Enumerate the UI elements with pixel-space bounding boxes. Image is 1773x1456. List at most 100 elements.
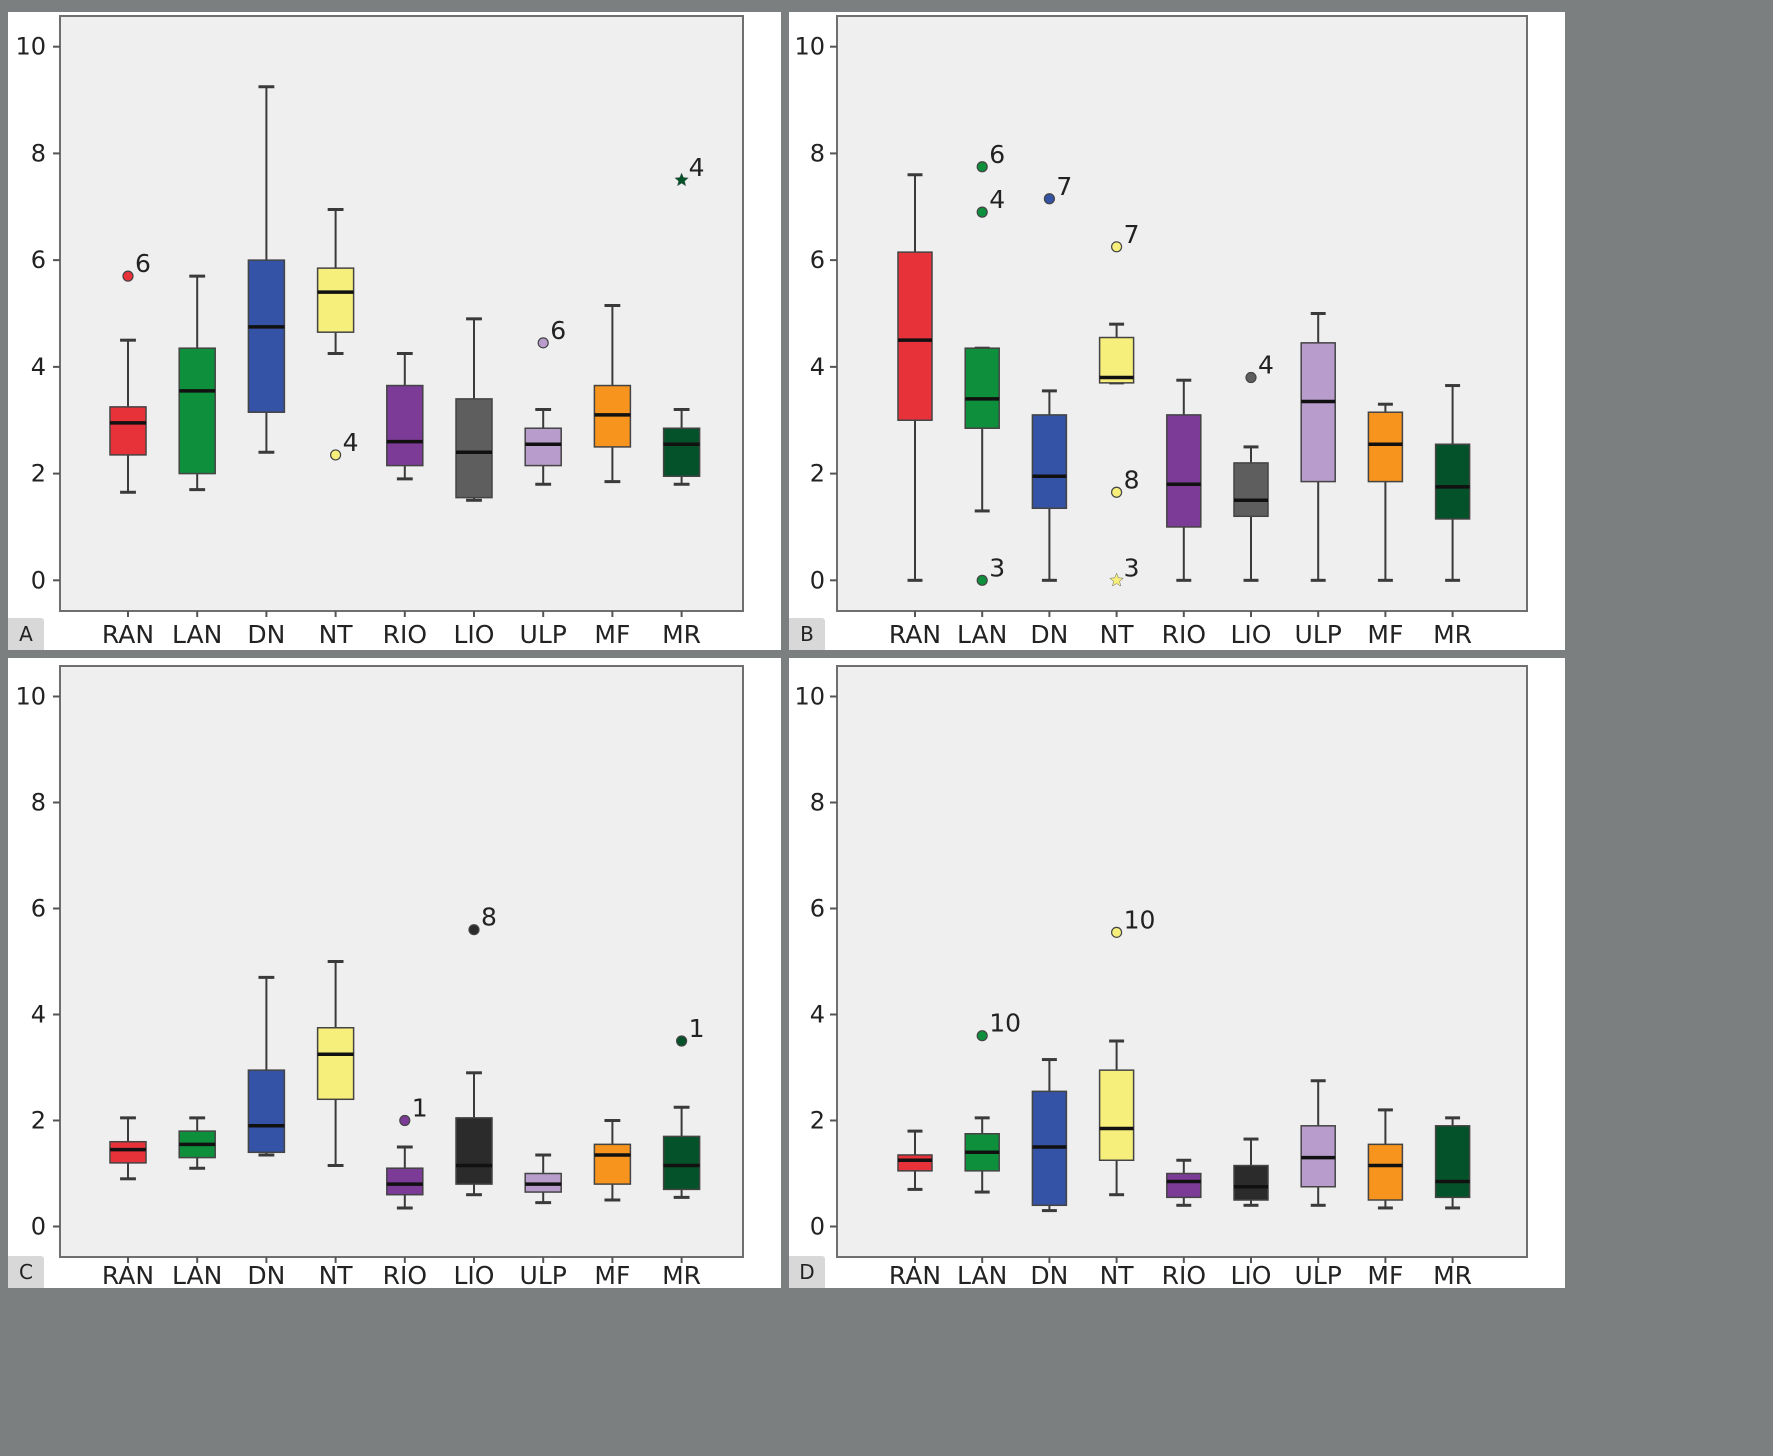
outlier-point (330, 449, 342, 461)
category-label: DN (1030, 620, 1068, 649)
outlier-point (1245, 371, 1257, 384)
category-label: ULP (520, 620, 567, 649)
category-label: LAN (957, 1261, 1007, 1288)
outlier-label: 4 (343, 428, 359, 457)
outlier-label: 1 (412, 1094, 428, 1123)
category-label: LIO (454, 1261, 495, 1288)
y-tick-label: 4 (31, 1001, 46, 1029)
outlier-label: 8 (1124, 465, 1140, 494)
category-label: DN (247, 1261, 285, 1288)
box-iqr (1233, 1164, 1269, 1201)
y-tick-label: 4 (810, 1001, 825, 1029)
box-iqr (1031, 414, 1068, 510)
box-mf (1367, 1108, 1404, 1210)
boxplot-b: 0 2 4 6 8 10 RAN LAN DN NT RIO LIO ULP MF MR 6 4 3 7 7 8 3 4 (794, 15, 1528, 649)
category-label: RAN (102, 1261, 154, 1288)
outlier-label: 4 (1258, 351, 1274, 380)
box-dn (1031, 389, 1068, 582)
box-ulp (1300, 1079, 1336, 1207)
box-ran (897, 1129, 933, 1191)
category-label: LAN (172, 1261, 222, 1288)
panel-d: 0 2 4 6 8 10 RAN LAN DN NT RIO LIO ULP MF MR 10 10 D (789, 658, 1565, 1288)
outlier-point (1111, 486, 1123, 498)
plot-area (59, 15, 744, 612)
category-label: RAN (889, 620, 941, 649)
y-tick-label: 0 (31, 566, 46, 594)
box-nt (316, 960, 355, 1168)
outlier-point (675, 1035, 688, 1047)
box-lan (964, 1116, 1000, 1194)
category-label: RAN (102, 620, 154, 649)
y-tick-label: 2 (31, 460, 46, 488)
box-iqr (662, 1135, 701, 1191)
category-label: LAN (172, 620, 222, 649)
box-mr (662, 408, 701, 486)
box-iqr (1434, 1125, 1471, 1199)
y-tick-label: 10 (15, 33, 46, 61)
category-label: RIO (383, 1261, 427, 1288)
box-ulp (524, 408, 562, 486)
category-label: RIO (383, 620, 427, 649)
box-rio (386, 352, 424, 481)
box-ran (109, 338, 147, 494)
boxplot-c: 0 2 4 6 8 10 RAN LAN DN NT RIO LIO ULP MF MR 1 8 1 (15, 665, 744, 1288)
outlier-label: 6 (135, 249, 151, 278)
box-iqr (897, 251, 933, 421)
box-mr (662, 1105, 701, 1199)
box-nt (1098, 1039, 1135, 1197)
boxplot-a: 0 2 4 6 8 10 RAN LAN DN NT RIO LIO ULP MF MR 6 4 6 4 (15, 15, 744, 649)
box-rio (386, 1145, 424, 1210)
box-iqr (1166, 1172, 1202, 1199)
y-tick-label: 2 (810, 1107, 825, 1135)
box-mr (1434, 1116, 1471, 1210)
box-nt (1098, 322, 1135, 385)
box-iqr (1098, 336, 1135, 384)
box-iqr (1098, 1069, 1135, 1161)
category-label: RIO (1162, 620, 1206, 649)
category-label: LIO (454, 620, 495, 649)
category-label: NT (319, 620, 354, 649)
box-iqr (178, 347, 216, 475)
box-lio (1233, 1137, 1269, 1207)
category-label: NT (1100, 620, 1135, 649)
box-mf (593, 1119, 632, 1202)
outlier-label: 4 (689, 153, 705, 182)
category-label: ULP (520, 1261, 567, 1288)
outlier-point (1111, 926, 1123, 938)
box-iqr (247, 259, 286, 413)
outlier-label: 6 (550, 316, 566, 345)
outlier-label: 8 (481, 903, 497, 932)
box-iqr (1434, 443, 1471, 520)
box-lan (178, 1116, 216, 1170)
category-label: LIO (1231, 620, 1272, 649)
box-iqr (964, 347, 1000, 429)
box-iqr (1367, 1143, 1404, 1201)
outlier-label: 10 (989, 1009, 1021, 1038)
outlier-point (976, 574, 988, 586)
category-label: MF (1367, 1261, 1403, 1288)
y-tick-label: 6 (810, 246, 825, 274)
panel-label-c: C (8, 1256, 44, 1288)
box-iqr (109, 406, 147, 456)
y-tick-label: 10 (15, 683, 46, 711)
category-label: MR (1433, 1261, 1472, 1288)
outlier-star (674, 172, 689, 187)
box-iqr (897, 1154, 933, 1172)
box-iqr (524, 427, 562, 467)
y-tick-label: 8 (810, 789, 825, 817)
outlier-point (976, 206, 988, 218)
box-nt (316, 207, 355, 356)
outlier-label: 6 (989, 140, 1005, 169)
category-label: ULP (1295, 1261, 1342, 1288)
box-iqr (1367, 411, 1404, 483)
category-label: RIO (1162, 1261, 1206, 1288)
y-tick-label: 0 (810, 566, 825, 594)
box-iqr (316, 267, 355, 333)
box-ran (109, 1116, 147, 1181)
plot-area (836, 665, 1528, 1258)
box-ulp (1300, 312, 1336, 582)
box-iqr (1300, 342, 1336, 483)
category-label: RAN (889, 1261, 941, 1288)
box-iqr (455, 398, 493, 499)
panel-label-d: D (789, 1256, 825, 1288)
